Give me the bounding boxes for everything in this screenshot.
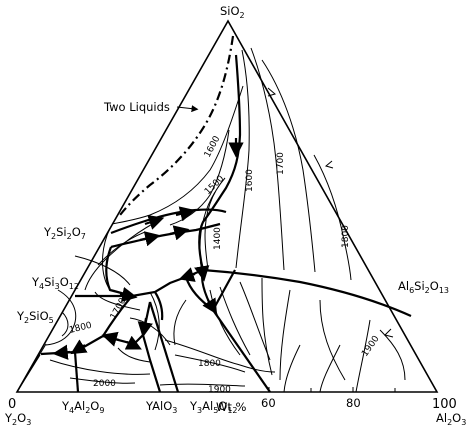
iso-label-2000: 2000 [93,379,116,389]
iso-label-1600-b: 1600 [245,169,255,192]
axis-tick-0: 0 [8,397,16,412]
boundary-curves [40,54,412,393]
axis-tick-100: 100 [432,397,457,412]
axis-tick-60: 60 [261,396,276,410]
compound-y2sio5: Y2SiO5 [16,309,54,325]
iso-label-1800-a: 1800 [341,225,351,248]
axis-unit: Wt % [216,400,247,414]
two-liquids-pointer [176,105,199,113]
iso-label-1700-a: 1700 [276,152,286,175]
compound-y3al5o12: Y3Al5O12 [189,399,238,415]
vertex-sio2: SiO2 [220,4,245,20]
isotherm-lines [45,47,406,393]
tie-lines [16,343,47,393]
iso-label-1600-a: 1600 [203,134,223,159]
two-liquids-boundary [119,35,235,216]
iso-label-1800-c: 1800 [198,359,221,369]
compound-y4si3o12: Y4Si3O12 [31,275,79,291]
vertex-al2o3: Al2O3 [436,411,466,427]
iso-label-1400: 1400 [213,227,223,250]
vertex-y2o3: Y2O3 [4,411,31,427]
axis-tick-80: 80 [346,396,361,410]
compound-y2si2o7: Y2Si2O7 [43,225,86,241]
iso-label-1900-b: 1900 [208,385,231,395]
compound-y4al2o9: Y4Al2O9 [61,399,104,415]
iso-label-1700-b: 1700 [109,296,129,321]
side-markers [267,87,394,338]
boundary-arrows [52,138,244,360]
compound-yalo3: YAlO3 [145,399,177,415]
triangle-frame [15,19,439,393]
compound-al6si2o13: Al6Si2O13 [398,279,449,295]
two-liquids-label: Two Liquids [103,100,170,114]
iso-label-1800-b: 1800 [68,321,93,336]
iso-label-1900-a: 1900 [360,334,381,359]
